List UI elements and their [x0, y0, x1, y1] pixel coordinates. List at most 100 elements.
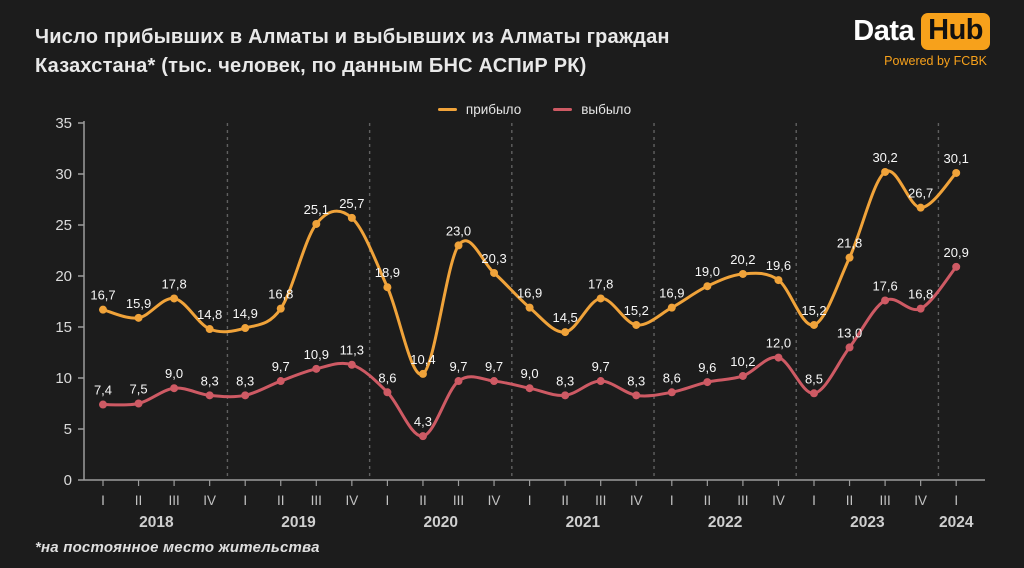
data-point-departed — [703, 378, 712, 387]
quarter-label: II — [846, 493, 854, 508]
quarter-label: I — [528, 493, 532, 508]
data-label-arrived: 23,0 — [446, 223, 471, 238]
data-point-arrived — [845, 253, 854, 262]
y-tick-label: 0 — [64, 472, 72, 489]
quarter-label: IV — [630, 493, 643, 508]
legend-label-departed: выбыло — [581, 102, 632, 117]
y-tick-label: 25 — [55, 217, 72, 234]
chart-title: Число прибывших в Алматы и выбывших из А… — [35, 23, 670, 81]
data-label-arrived: 30,2 — [872, 150, 897, 165]
data-label-arrived: 20,3 — [481, 251, 506, 266]
data-label-departed: 9,6 — [698, 360, 716, 375]
y-tick-label: 15 — [55, 319, 72, 336]
data-label-departed: 8,6 — [663, 370, 681, 385]
legend-label-arrived: прибыло — [465, 102, 522, 117]
data-label-departed: 11,3 — [340, 343, 364, 358]
quarter-label: I — [101, 493, 105, 508]
legend-swatch-departed-icon — [553, 107, 573, 112]
data-label-departed: 4,3 — [414, 414, 432, 429]
data-point-arrived — [276, 304, 285, 313]
data-point-departed — [276, 377, 285, 386]
y-tick-label: 35 — [55, 115, 72, 132]
quarter-label: III — [168, 493, 179, 508]
data-point-arrived — [632, 320, 641, 329]
footnote: *на постоянное место жительства — [35, 539, 320, 556]
data-point-departed — [632, 391, 641, 400]
data-label-arrived: 19,0 — [695, 264, 720, 279]
quarter-label: IV — [203, 493, 216, 508]
data-label-departed: 9,0 — [521, 366, 539, 381]
data-point-arrived — [667, 303, 676, 312]
data-label-arrived: 21,8 — [837, 236, 862, 251]
data-label-departed: 7,4 — [94, 383, 112, 398]
data-label-departed: 13,0 — [837, 325, 862, 340]
data-point-arrived — [738, 269, 747, 278]
legend-item-departed: выбыло — [553, 102, 631, 117]
data-label-departed: 8,6 — [378, 370, 396, 385]
legend-item-arrived: прибыло — [437, 102, 522, 117]
data-label-arrived: 14,8 — [197, 307, 222, 322]
year-label: 2023 — [850, 514, 885, 531]
data-label-departed: 9,7 — [449, 359, 467, 374]
data-point-arrived — [881, 167, 890, 176]
data-point-arrived — [241, 324, 250, 333]
quarter-label: I — [386, 493, 390, 508]
data-point-arrived — [490, 268, 499, 277]
quarter-label: III — [595, 493, 606, 508]
chart-title-line2: Казахстана* (тыс. человек, по данным БНС… — [35, 55, 587, 77]
data-label-departed: 7,5 — [130, 382, 148, 397]
data-point-departed — [454, 377, 463, 386]
data-point-arrived — [561, 328, 570, 337]
legend: прибыло выбыло — [84, 102, 985, 117]
data-label-arrived: 17,8 — [161, 276, 186, 291]
quarter-label: II — [277, 493, 285, 508]
data-point-departed — [952, 262, 961, 271]
data-label-arrived: 15,2 — [801, 303, 826, 318]
data-label-arrived: 25,1 — [304, 202, 329, 217]
data-point-arrived — [418, 369, 427, 378]
data-label-departed: 10,9 — [304, 347, 329, 362]
y-tick-label: 10 — [55, 370, 72, 387]
quarter-label: I — [670, 493, 674, 508]
data-point-arrived — [774, 276, 783, 285]
year-label: 2020 — [423, 514, 457, 531]
quarter-label: III — [879, 493, 890, 508]
data-label-arrived: 26,7 — [908, 186, 933, 201]
logo-tagline: Powered by FCBK — [884, 54, 987, 68]
data-point-departed — [418, 432, 427, 441]
data-point-departed — [312, 364, 321, 373]
data-point-departed — [916, 304, 925, 313]
data-point-departed — [561, 391, 570, 400]
year-label: 2022 — [708, 514, 742, 531]
quarter-label: I — [812, 493, 816, 508]
data-point-arrived — [596, 294, 605, 303]
y-tick-label: 5 — [64, 421, 72, 438]
data-label-departed: 9,0 — [165, 366, 183, 381]
data-label-arrived: 14,5 — [552, 310, 577, 325]
quarter-label: IV — [772, 493, 785, 508]
data-label-arrived: 18,9 — [375, 265, 400, 280]
data-point-arrived — [99, 305, 107, 314]
data-point-departed — [241, 391, 250, 400]
quarter-label: II — [704, 493, 712, 508]
data-point-arrived — [810, 320, 818, 329]
data-label-departed: 8,3 — [556, 373, 574, 388]
data-label-arrived: 16,9 — [659, 286, 684, 301]
quarter-label: II — [135, 493, 143, 508]
data-label-arrived: 30,1 — [944, 151, 969, 166]
data-point-departed — [134, 399, 143, 408]
data-label-departed: 20,9 — [944, 245, 969, 260]
logo-badge-hub: Hub — [921, 13, 990, 50]
datahub-logo: Data Hub Powered by FCBK — [853, 13, 990, 68]
quarter-label: II — [419, 493, 427, 508]
data-point-departed — [596, 377, 605, 386]
data-point-departed — [845, 343, 854, 352]
data-point-departed — [170, 384, 179, 393]
data-label-departed: 9,7 — [272, 359, 290, 374]
data-label-arrived: 14,9 — [233, 306, 258, 321]
data-point-departed — [810, 389, 818, 398]
quarter-label: IV — [345, 493, 358, 508]
data-point-arrived — [703, 282, 712, 291]
quarter-label: IV — [914, 493, 927, 508]
